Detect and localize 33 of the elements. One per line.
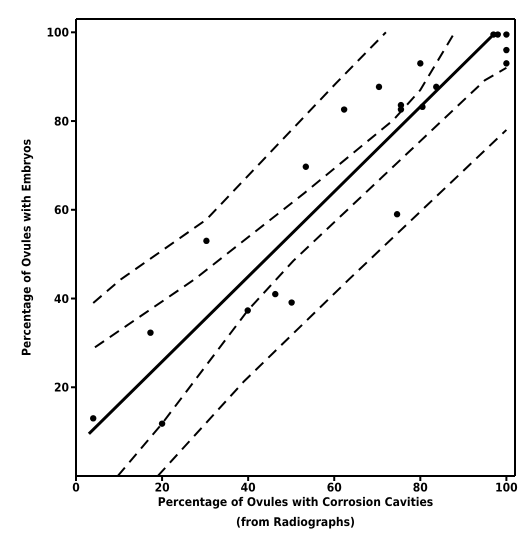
y-axis-title: Percentage of Ovules with Embryos xyxy=(19,138,34,356)
point xyxy=(90,415,96,422)
x-tick-label: 80 xyxy=(412,480,428,495)
point xyxy=(340,106,348,113)
point xyxy=(244,307,251,314)
point xyxy=(419,104,426,110)
point xyxy=(376,84,382,90)
x-tick-label: 60 xyxy=(326,480,342,495)
point xyxy=(494,31,501,38)
point xyxy=(433,84,440,90)
point xyxy=(302,164,310,170)
point xyxy=(503,46,510,54)
point xyxy=(288,299,295,306)
x-tick-label: 40 xyxy=(240,480,256,495)
point xyxy=(272,290,278,298)
point xyxy=(147,329,154,336)
point xyxy=(203,238,210,244)
y-tick-label: 60 xyxy=(54,203,69,218)
point xyxy=(503,31,510,38)
y-tick-label: 20 xyxy=(54,380,69,395)
point xyxy=(417,60,424,67)
x-tick-label: 0 xyxy=(72,480,80,495)
line-series xyxy=(92,31,387,304)
x-tick-label: 20 xyxy=(154,480,170,495)
point xyxy=(158,420,166,427)
point xyxy=(503,60,510,67)
y-tick-label: 80 xyxy=(54,114,69,128)
x-tick-label: 100 xyxy=(495,480,518,495)
x-axis-title: Percentage of Ovules with Corrosion Cavities (from Radiographs) xyxy=(158,495,434,529)
point xyxy=(394,211,400,218)
point xyxy=(398,106,404,113)
y-tick-label: 40 xyxy=(54,292,69,306)
y-tick-label: 100 xyxy=(46,26,69,40)
